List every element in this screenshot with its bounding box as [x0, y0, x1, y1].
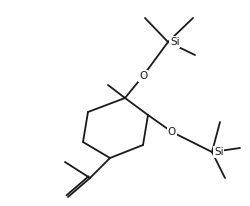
Text: Si: Si [170, 37, 179, 47]
Text: O: O [168, 127, 176, 137]
Text: O: O [139, 71, 147, 81]
Text: Si: Si [214, 147, 224, 157]
